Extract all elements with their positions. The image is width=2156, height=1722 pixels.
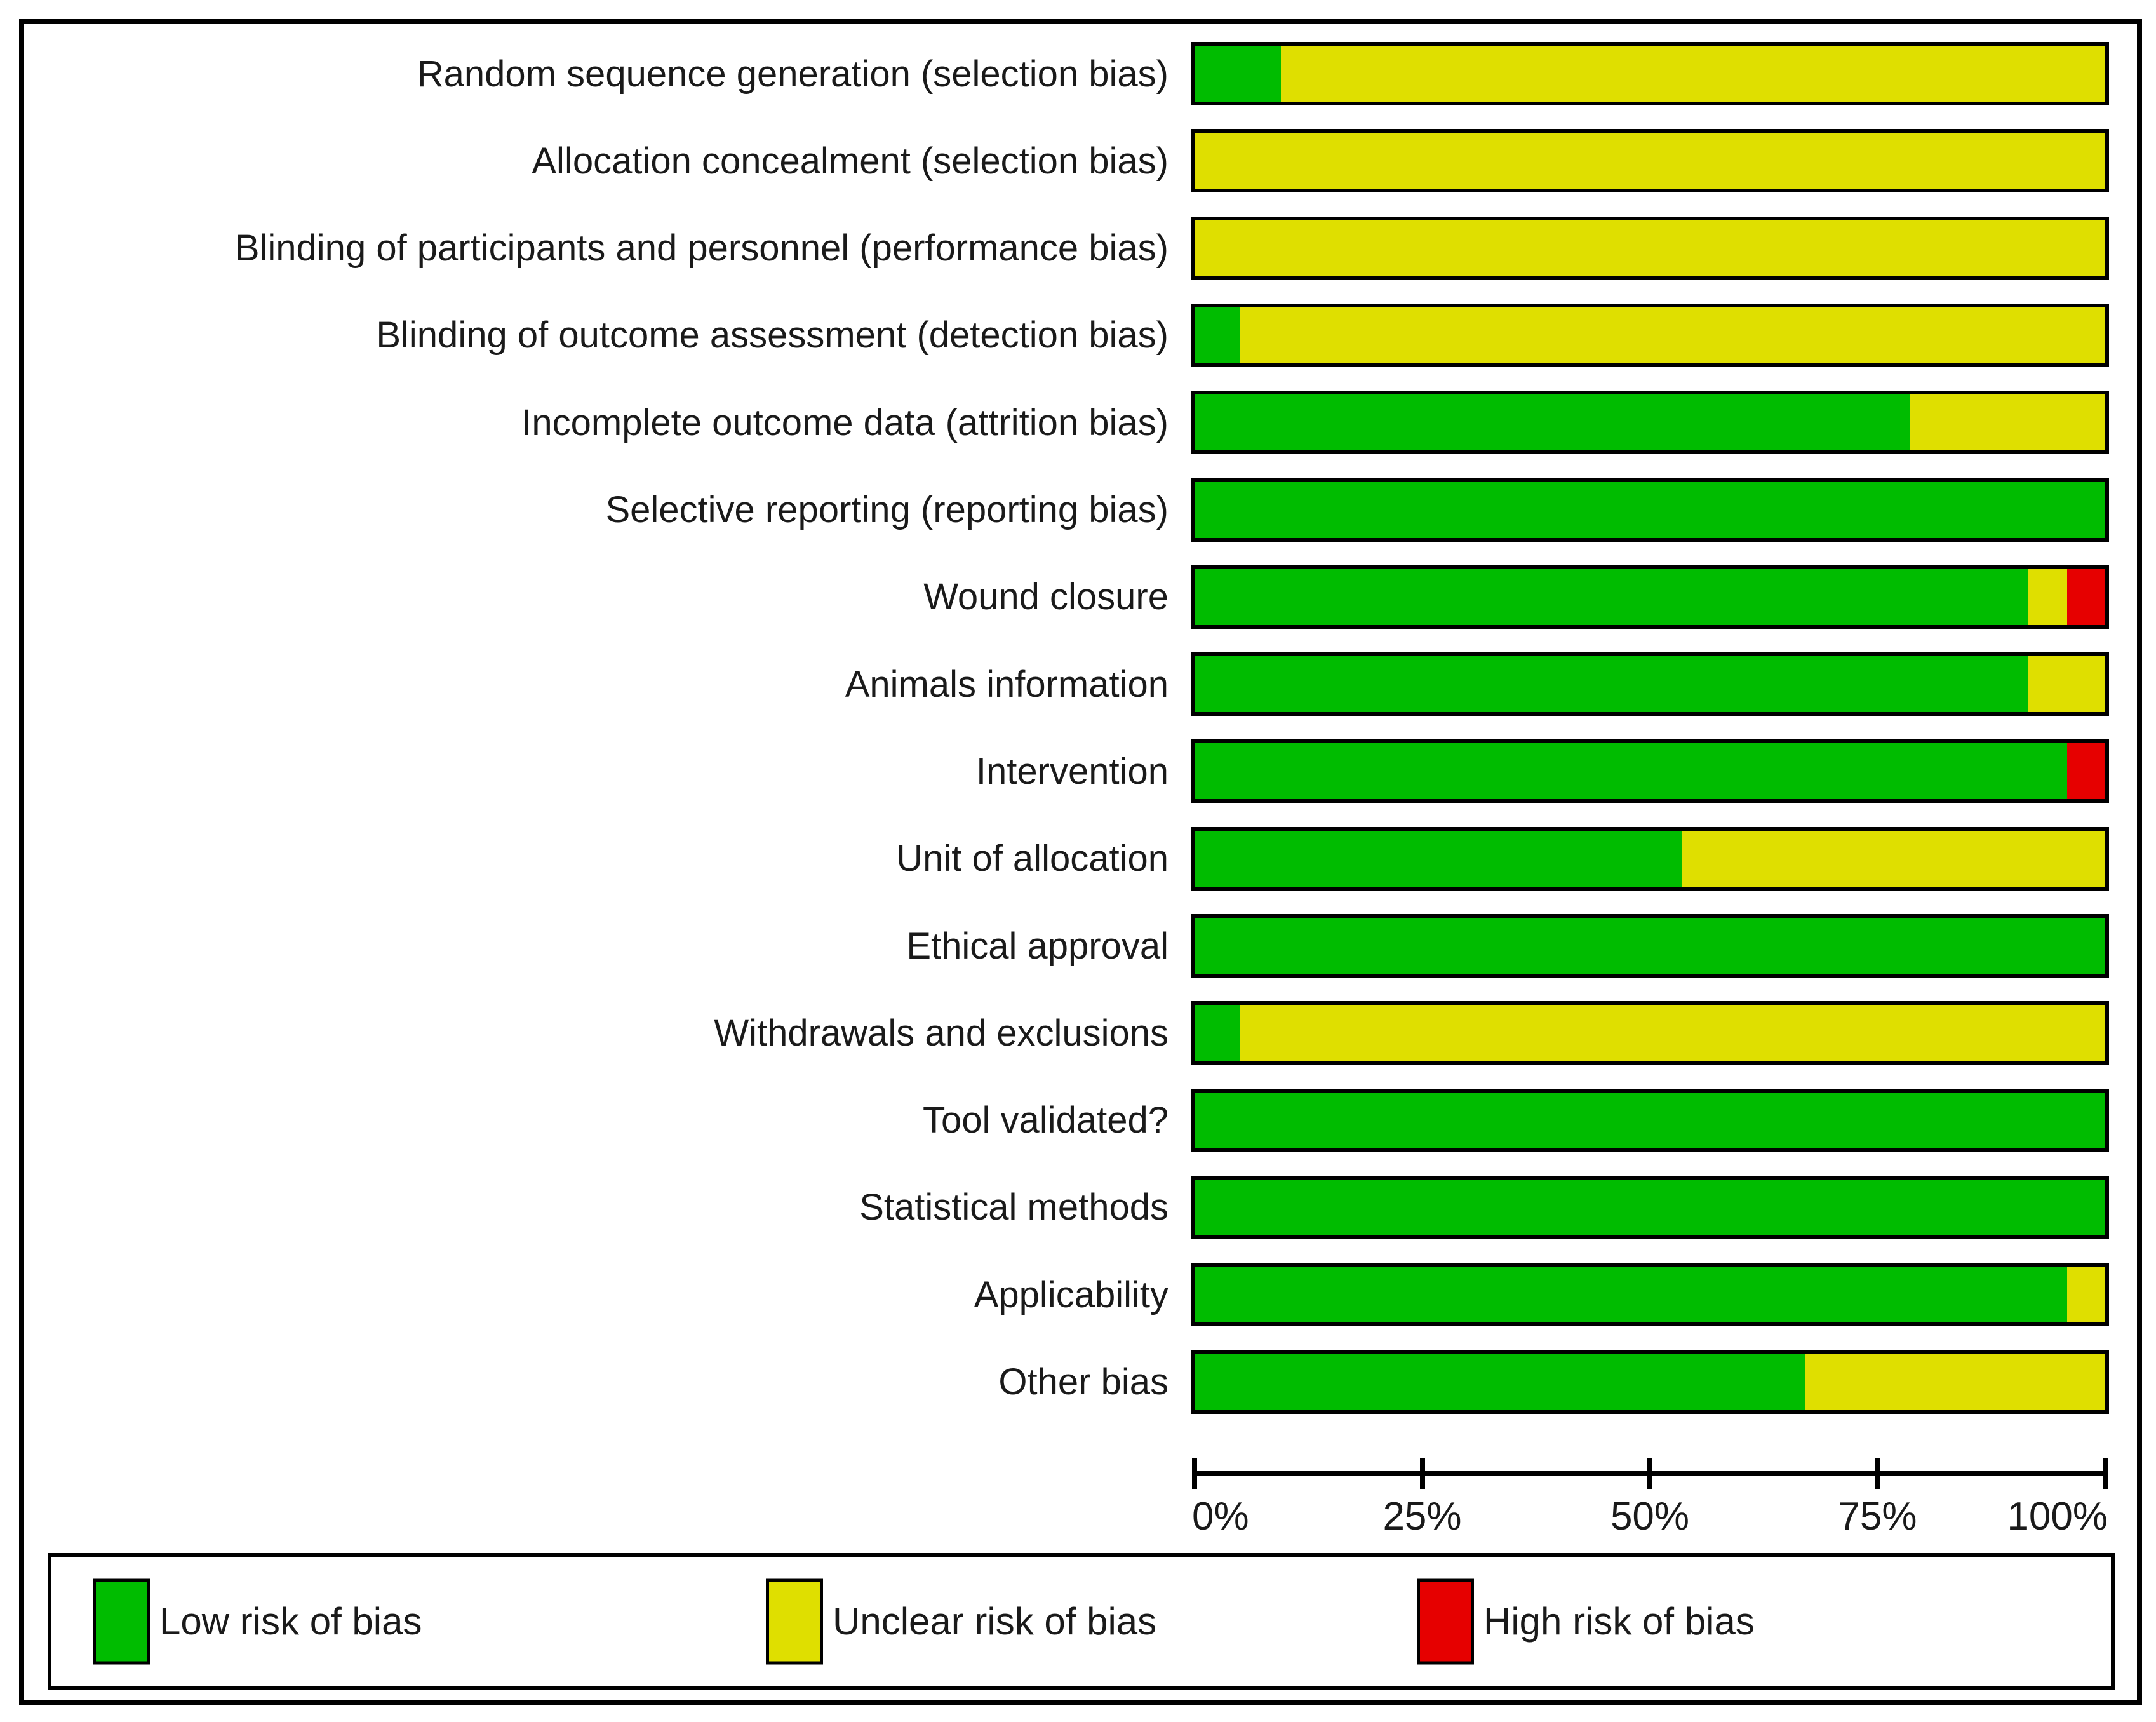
- segment-low-risk-of-bias-blinding-of-outcome-assessment-detection-bias: [1195, 307, 1240, 363]
- segment-high-risk-of-bias-intervention: [2066, 743, 2105, 800]
- segment-low-risk-of-bias-unit-of-allocation: [1195, 830, 1682, 887]
- segment-unclear-risk-of-bias-animals-information: [2028, 656, 2105, 713]
- category-label-ethical-approval: Ethical approval: [906, 925, 1168, 967]
- category-label-applicability: Applicability: [974, 1274, 1168, 1315]
- bar-tool-validated: [1191, 1088, 2109, 1152]
- segment-unclear-risk-of-bias-incomplete-outcome-data-attrition-bias: [1909, 394, 2105, 451]
- segment-low-risk-of-bias-wound-closure: [1195, 568, 2028, 625]
- axis-tick-label-75: 75%: [1838, 1495, 1917, 1538]
- segment-low-risk-of-bias-statistical-methods: [1195, 1179, 2105, 1235]
- bar-ethical-approval: [1191, 914, 2109, 978]
- segment-low-risk-of-bias-ethical-approval: [1195, 918, 2105, 974]
- bar-unit-of-allocation: [1191, 826, 2109, 891]
- bar-withdrawals-and-exclusions: [1191, 1001, 2109, 1065]
- legend-swatch-low-risk-of-bias: [93, 1578, 150, 1664]
- category-label-incomplete-outcome-data-attrition-bias: Incomplete outcome data (attrition bias): [521, 401, 1168, 443]
- axis-tick-label-100: 100%: [2007, 1495, 2108, 1538]
- segment-unclear-risk-of-bias-other-bias: [1804, 1354, 2105, 1410]
- segment-low-risk-of-bias-other-bias: [1195, 1354, 1805, 1410]
- bar-statistical-methods: [1191, 1175, 2109, 1239]
- segment-low-risk-of-bias-applicability: [1195, 1267, 2067, 1323]
- segment-unclear-risk-of-bias-allocation-concealment-selection-bias: [1195, 133, 2105, 189]
- legend-label-unclear-risk-of-bias: Unclear risk of bias: [833, 1600, 1157, 1643]
- axis-tick-50: [1647, 1458, 1652, 1489]
- segment-unclear-risk-of-bias-blinding-of-participants-and-personnel-performance-bias: [1195, 220, 2105, 276]
- bar-blinding-of-participants-and-personnel-performance-bias: [1191, 216, 2109, 280]
- segment-high-risk-of-bias-wound-closure: [2066, 568, 2105, 625]
- category-label-tool-validated: Tool validated?: [923, 1100, 1168, 1141]
- axis-tick-label-0: 0%: [1192, 1495, 1249, 1538]
- axis-tick-100: [2103, 1458, 2108, 1489]
- category-label-random-sequence-generation-selection-bias: Random sequence generation (selection bi…: [417, 53, 1168, 95]
- axis-tick-label-25: 25%: [1383, 1495, 1462, 1538]
- category-label-intervention: Intervention: [975, 750, 1168, 792]
- segment-unclear-risk-of-bias-withdrawals-and-exclusions: [1240, 1005, 2105, 1061]
- segment-low-risk-of-bias-withdrawals-and-exclusions: [1195, 1005, 1240, 1061]
- segment-unclear-risk-of-bias-wound-closure: [2028, 568, 2067, 625]
- bar-incomplete-outcome-data-attrition-bias: [1191, 391, 2109, 455]
- segment-unclear-risk-of-bias-applicability: [2066, 1267, 2105, 1323]
- bar-allocation-concealment-selection-bias: [1191, 129, 2109, 193]
- category-label-allocation-concealment-selection-bias: Allocation concealment (selection bias): [532, 140, 1168, 182]
- category-label-animals-information: Animals information: [845, 663, 1168, 705]
- segment-low-risk-of-bias-tool-validated: [1195, 1092, 2105, 1148]
- axis-tick-0: [1192, 1458, 1197, 1489]
- axis-tick-25: [1419, 1458, 1425, 1489]
- category-label-blinding-of-participants-and-personnel-performance-bias: Blinding of participants and personnel (…: [234, 227, 1168, 269]
- segment-low-risk-of-bias-intervention: [1195, 743, 2067, 800]
- axis-tick-label-50: 50%: [1610, 1495, 1690, 1538]
- segment-low-risk-of-bias-random-sequence-generation-selection-bias: [1195, 46, 1282, 102]
- bar-random-sequence-generation-selection-bias: [1191, 42, 2109, 105]
- legend-label-high-risk-of-bias: High risk of bias: [1483, 1600, 1755, 1643]
- legend-label-low-risk-of-bias: Low risk of bias: [159, 1600, 422, 1643]
- segment-low-risk-of-bias-animals-information: [1195, 656, 2028, 713]
- segment-unclear-risk-of-bias-unit-of-allocation: [1682, 830, 2105, 887]
- category-label-other-bias: Other bias: [998, 1361, 1168, 1402]
- bar-wound-closure: [1191, 565, 2109, 629]
- legend-box: Low risk of bias Unclear risk of bias High…: [48, 1553, 2115, 1690]
- segment-low-risk-of-bias-incomplete-outcome-data-attrition-bias: [1195, 394, 1910, 451]
- bar-intervention: [1191, 739, 2109, 804]
- bar-other-bias: [1191, 1350, 2109, 1414]
- legend-swatch-high-risk-of-bias: [1417, 1578, 1474, 1664]
- segment-low-risk-of-bias-selective-reporting-reporting-bias: [1195, 481, 2105, 538]
- bar-blinding-of-outcome-assessment-detection-bias: [1191, 303, 2109, 367]
- category-label-wound-closure: Wound closure: [923, 576, 1168, 618]
- axis-tick-75: [1875, 1458, 1880, 1489]
- category-label-statistical-methods: Statistical methods: [859, 1187, 1168, 1228]
- legend-swatch-unclear-risk-of-bias: [766, 1578, 823, 1664]
- bar-animals-information: [1191, 652, 2109, 716]
- category-label-unit-of-allocation: Unit of allocation: [896, 838, 1168, 880]
- category-label-withdrawals-and-exclusions: Withdrawals and exclusions: [714, 1012, 1168, 1054]
- segment-unclear-risk-of-bias-blinding-of-outcome-assessment-detection-bias: [1240, 307, 2105, 363]
- category-label-blinding-of-outcome-assessment-detection-bias: Blinding of outcome assessment (detectio…: [376, 314, 1168, 356]
- bar-applicability: [1191, 1263, 2109, 1327]
- segment-unclear-risk-of-bias-random-sequence-generation-selection-bias: [1281, 46, 2105, 102]
- bar-selective-reporting-reporting-bias: [1191, 478, 2109, 542]
- category-label-selective-reporting-reporting-bias: Selective reporting (reporting bias): [605, 489, 1168, 530]
